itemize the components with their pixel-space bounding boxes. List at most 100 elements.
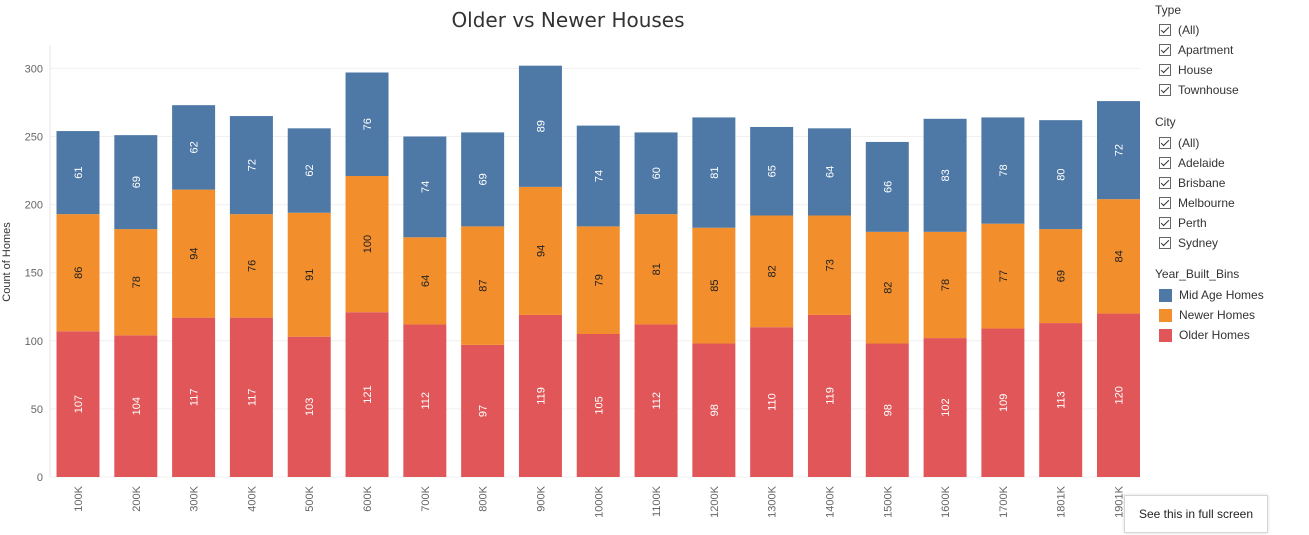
checkbox-icon[interactable] — [1159, 44, 1171, 56]
x-tick-label: 100K — [73, 485, 85, 511]
data-label: 66 — [882, 181, 894, 193]
data-label: 72 — [1114, 144, 1126, 156]
data-label: 91 — [304, 269, 316, 281]
legend-swatch — [1159, 288, 1172, 302]
x-tick-label: 1100K — [651, 485, 663, 517]
bar-segment — [923, 338, 967, 477]
data-label: 112 — [651, 392, 663, 410]
filter-item-label: Sydney — [1178, 236, 1219, 250]
bar-segment — [692, 117, 736, 228]
city-filter-melbourne[interactable]: Melbourne — [1159, 194, 1235, 212]
legend-label: Older Homes — [1179, 328, 1250, 342]
data-label: 77 — [998, 270, 1010, 282]
data-label: 117 — [189, 389, 201, 407]
checkbox-icon[interactable] — [1159, 217, 1171, 229]
city-filter-adelaide[interactable]: Adelaide — [1159, 154, 1225, 172]
bar-segment — [634, 214, 678, 325]
filter-item-label: (All) — [1178, 136, 1200, 150]
bar-segment — [461, 344, 505, 477]
data-label: 72 — [246, 159, 258, 171]
bar-segment — [172, 189, 216, 318]
city-filter-sydney[interactable]: Sydney — [1159, 234, 1218, 252]
data-label: 69 — [478, 173, 490, 185]
y-axis-label: Count of Homes — [1, 222, 13, 302]
bar-segment — [1097, 199, 1140, 314]
data-label: 69 — [1056, 270, 1068, 282]
checkbox-icon[interactable] — [1159, 157, 1171, 169]
bar-segment — [287, 128, 331, 213]
type-filter-townhouse[interactable]: Townhouse — [1159, 81, 1239, 99]
x-tick-label: 300K — [189, 485, 201, 511]
bar-segment — [518, 314, 562, 477]
data-label: 60 — [651, 167, 663, 179]
city-filter-title: City — [1155, 115, 1176, 129]
x-tick-label: 900K — [535, 485, 547, 511]
data-label: 64 — [420, 275, 432, 287]
x-tick-label: 600K — [362, 485, 374, 511]
legend-swatch — [1159, 308, 1172, 322]
data-label: 120 — [1114, 386, 1126, 404]
checkbox-icon[interactable] — [1159, 197, 1171, 209]
type-filter-apartment[interactable]: Apartment — [1159, 41, 1233, 59]
bar-segment — [229, 214, 273, 318]
bar-segment — [461, 226, 505, 345]
legend-item-newer[interactable]: Newer Homes — [1159, 306, 1255, 324]
checkbox-icon[interactable] — [1159, 84, 1171, 96]
data-label: 83 — [940, 169, 952, 181]
data-label: 80 — [1056, 169, 1068, 181]
y-tick-label: 200 — [25, 200, 43, 212]
data-label: 103 — [304, 398, 316, 416]
bar-segment — [518, 186, 562, 315]
bar-segment — [923, 231, 967, 339]
city-filter-all[interactable]: (All) — [1159, 134, 1199, 152]
x-tick-label: 800K — [478, 485, 490, 511]
city-filter-brisbane[interactable]: Brisbane — [1159, 174, 1225, 192]
data-label: 87 — [478, 280, 490, 292]
checkbox-icon[interactable] — [1159, 137, 1171, 149]
type-filter-all[interactable]: (All) — [1159, 21, 1199, 39]
checkbox-icon[interactable] — [1159, 177, 1171, 189]
y-tick-label: 250 — [25, 132, 43, 144]
y-tick-label: 50 — [31, 404, 43, 416]
bar-segment — [1039, 120, 1083, 230]
bar-segment — [56, 331, 100, 477]
legend-item-older[interactable]: Older Homes — [1159, 326, 1250, 344]
filter-item-label: House — [1178, 63, 1213, 77]
fullscreen-button[interactable]: See this in full screen — [1124, 495, 1268, 533]
data-label: 98 — [882, 404, 894, 416]
type-filter-house[interactable]: House — [1159, 61, 1213, 79]
x-tick-label: 1500K — [882, 485, 894, 517]
checkbox-icon[interactable] — [1159, 237, 1171, 249]
bar-segment — [114, 335, 158, 477]
data-label: 94 — [189, 248, 201, 260]
bar-segment — [114, 229, 158, 336]
legend-label: Mid Age Homes — [1179, 288, 1264, 302]
bar-segment — [923, 118, 967, 232]
y-tick-label: 100 — [25, 336, 43, 348]
bar-segment — [172, 105, 216, 190]
filter-item-label: Apartment — [1178, 43, 1234, 57]
bar-segment — [1097, 313, 1140, 477]
checkbox-icon[interactable] — [1159, 24, 1171, 36]
data-label: 84 — [1114, 250, 1126, 262]
city-filter-perth[interactable]: Perth — [1159, 214, 1207, 232]
data-label: 109 — [998, 394, 1010, 412]
bar-segment — [981, 117, 1025, 224]
legend-item-mid-age[interactable]: Mid Age Homes — [1159, 286, 1264, 304]
bar-segment — [750, 215, 794, 328]
x-tick-label: 700K — [420, 485, 432, 511]
data-label: 107 — [73, 395, 85, 413]
data-label: 69 — [131, 176, 143, 188]
checkbox-icon[interactable] — [1159, 64, 1171, 76]
x-tick-label: 1901K — [1114, 485, 1126, 517]
data-label: 73 — [824, 259, 836, 271]
bar-segment — [56, 131, 100, 215]
data-label: 78 — [940, 279, 952, 291]
bar-segment — [634, 324, 678, 477]
bar-segment — [56, 214, 100, 332]
data-label: 64 — [824, 166, 836, 178]
bar-segment — [114, 135, 158, 230]
bar-segment — [1097, 101, 1140, 200]
bar-segment — [461, 132, 505, 227]
data-label: 112 — [420, 392, 432, 410]
